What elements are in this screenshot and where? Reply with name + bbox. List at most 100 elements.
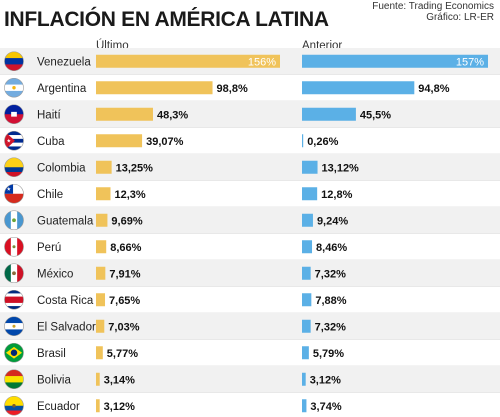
value-label-anterior: 7,32% (315, 268, 346, 280)
flag-cuba-icon (4, 131, 24, 151)
flag-outline (4, 77, 24, 98)
flag-peru-icon (4, 237, 24, 257)
bar-ultimo (96, 319, 105, 333)
flag-outline (4, 369, 24, 390)
bar-ultimo (96, 54, 280, 68)
value-label-anterior: 3,74% (310, 401, 341, 413)
value-label-ultimo: 8,66% (110, 242, 141, 254)
value-label-ultimo: 5,77% (107, 348, 138, 360)
value-label-ultimo: 12,3% (115, 189, 146, 201)
country-label: Colombia (37, 162, 86, 174)
row-stripe (0, 101, 500, 128)
flag-outline (4, 104, 24, 125)
bar-ultimo (96, 134, 143, 148)
bar-ultimo (96, 346, 103, 360)
bar-ultimo (96, 187, 111, 201)
value-label-ultimo: 7,65% (109, 295, 140, 307)
bar-anterior (302, 372, 306, 386)
country-label: El Salvador (37, 321, 96, 333)
flag-colombia-icon (4, 157, 24, 177)
value-label-anterior: 7,88% (315, 295, 346, 307)
value-label-ultimo: 7,03% (108, 321, 139, 333)
flag-outline (4, 395, 24, 416)
country-label: Cuba (37, 136, 65, 148)
value-label-ultimo: 3,12% (104, 401, 135, 413)
row-stripe (0, 260, 500, 287)
row-stripe (0, 154, 500, 181)
value-label-ultimo: 98,8% (217, 83, 248, 95)
bar-ultimo (96, 399, 100, 413)
chart-title: INFLACIÓN EN AMÉRICA LATINA (4, 8, 329, 31)
flag-outline (4, 263, 24, 284)
bar-anterior (302, 346, 309, 360)
flag-outline (4, 236, 24, 257)
bar-ultimo (96, 372, 100, 386)
value-label-ultimo: 48,3% (157, 109, 188, 121)
value-label-anterior: 157% (456, 56, 484, 68)
value-label-ultimo: 39,07% (146, 136, 184, 148)
flag-argentina-icon (4, 78, 24, 98)
value-label-anterior: 3,12% (310, 374, 341, 386)
flag-haiti-icon (4, 104, 24, 124)
bar-ultimo (96, 213, 108, 227)
value-label-anterior: 45,5% (360, 109, 391, 121)
flag-bolivia-icon (4, 369, 24, 389)
bar-anterior (302, 54, 488, 68)
country-label: Venezuela (37, 56, 91, 68)
bar-ultimo (96, 160, 112, 174)
bar-anterior (302, 293, 312, 307)
value-label-ultimo: 7,91% (109, 268, 140, 280)
value-label-anterior: 12,8% (321, 189, 352, 201)
country-label: Guatemala (37, 215, 94, 227)
country-label: Bolivia (37, 374, 71, 386)
value-label-anterior: 0,26% (307, 136, 338, 148)
country-label: Perú (37, 242, 61, 254)
bar-anterior (302, 266, 311, 280)
value-label-ultimo: 156% (248, 56, 276, 68)
bar-anterior (302, 240, 313, 254)
source-line: Fuente: Trading Economics (372, 1, 494, 12)
flag-outline (4, 342, 24, 363)
bar-anterior (302, 187, 318, 201)
bar-anterior (302, 213, 313, 227)
bar-ultimo (96, 240, 107, 254)
bar-anterior (302, 134, 304, 148)
row-stripe (0, 313, 500, 340)
bar-ultimo (96, 107, 153, 121)
value-label-anterior: 7,32% (315, 321, 346, 333)
bar-anterior (302, 399, 307, 413)
bar-anterior (302, 107, 356, 121)
country-label: Brasil (37, 348, 66, 360)
row-stripe (0, 207, 500, 234)
country-label: Chile (37, 189, 63, 201)
flag-costa-rica-icon (4, 290, 24, 310)
value-label-anterior: 94,8% (418, 83, 449, 95)
flag-outline (4, 51, 24, 72)
country-label: Argentina (37, 83, 87, 95)
value-label-anterior: 13,12% (322, 162, 360, 174)
flag-outline (4, 289, 24, 310)
bar-ultimo (96, 293, 106, 307)
country-label: México (37, 268, 73, 280)
country-label: Haití (37, 109, 61, 121)
flag-mexico-icon (4, 263, 24, 283)
value-label-ultimo: 3,14% (104, 374, 135, 386)
bar-ultimo (96, 266, 106, 280)
value-label-ultimo: 13,25% (116, 162, 154, 174)
value-label-anterior: 8,46% (316, 242, 347, 254)
flag-outline (4, 157, 24, 178)
flag-venezuela-icon (4, 51, 24, 71)
flag-ecuador-icon (4, 396, 24, 416)
flag-chile-icon (4, 184, 24, 204)
value-label-ultimo: 9,69% (111, 215, 142, 227)
country-label: Costa Rica (37, 295, 94, 307)
flag-outline (4, 316, 24, 337)
flag-outline (4, 130, 24, 151)
flag-el-salvador-icon (4, 316, 24, 336)
source-note: Fuente: Trading Economics Gráfico: LR-ER (372, 1, 494, 23)
country-label: Ecuador (37, 401, 80, 413)
credit-line: Gráfico: LR-ER (426, 12, 494, 23)
value-label-anterior: 5,79% (313, 348, 344, 360)
flag-outline (4, 183, 24, 204)
